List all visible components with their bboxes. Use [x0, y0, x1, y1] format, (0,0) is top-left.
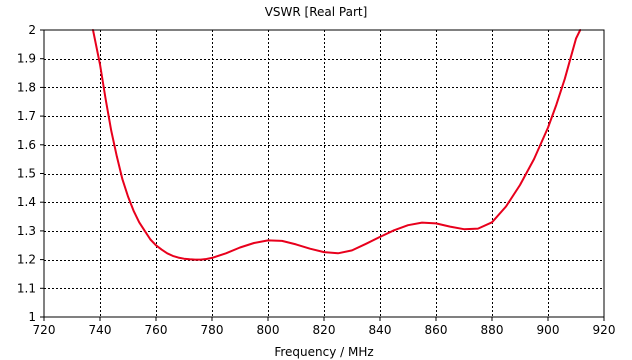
y-tick-label: 1	[28, 310, 36, 324]
y-tick-label: 1.4	[17, 195, 36, 209]
plot-frame	[43, 29, 605, 318]
y-tick-label: 1.7	[17, 109, 36, 123]
y-axis: 1 1.1 1.2 1.3 1.4 1.5 1.6 1.7 1.8 1.9 2	[17, 23, 44, 324]
x-tick-label: 780	[201, 323, 224, 337]
x-tick-label: 720	[33, 323, 56, 337]
chart-title: VSWR [Real Part]	[264, 5, 368, 19]
y-tick-label: 1.2	[17, 253, 36, 267]
x-tick-label: 880	[481, 323, 504, 337]
y-tick-label: 1.8	[17, 80, 36, 94]
x-tick-label: 820	[313, 323, 336, 337]
x-tick-label: 760	[145, 323, 168, 337]
x-tick-label: 920	[593, 323, 616, 337]
y-tick-label: 1.9	[17, 52, 36, 66]
x-tick-label: 800	[257, 323, 280, 337]
grid	[44, 30, 604, 317]
x-axis: 720 740 760 780 800 820 840 860 880 900 920	[33, 317, 616, 337]
y-tick-label: 2	[28, 23, 36, 37]
x-tick-label: 740	[89, 323, 112, 337]
y-tick-label: 1.1	[17, 281, 36, 295]
y-tick-label: 1.3	[17, 224, 36, 238]
x-tick-label: 900	[537, 323, 560, 337]
series-line	[92, 29, 582, 261]
series-layer	[92, 29, 582, 261]
x-tick-label: 860	[425, 323, 448, 337]
x-axis-label: Frequency / MHz	[274, 345, 373, 359]
y-tick-label: 1.6	[17, 138, 36, 152]
y-tick-label: 1.5	[17, 167, 36, 181]
x-tick-label: 840	[369, 323, 392, 337]
